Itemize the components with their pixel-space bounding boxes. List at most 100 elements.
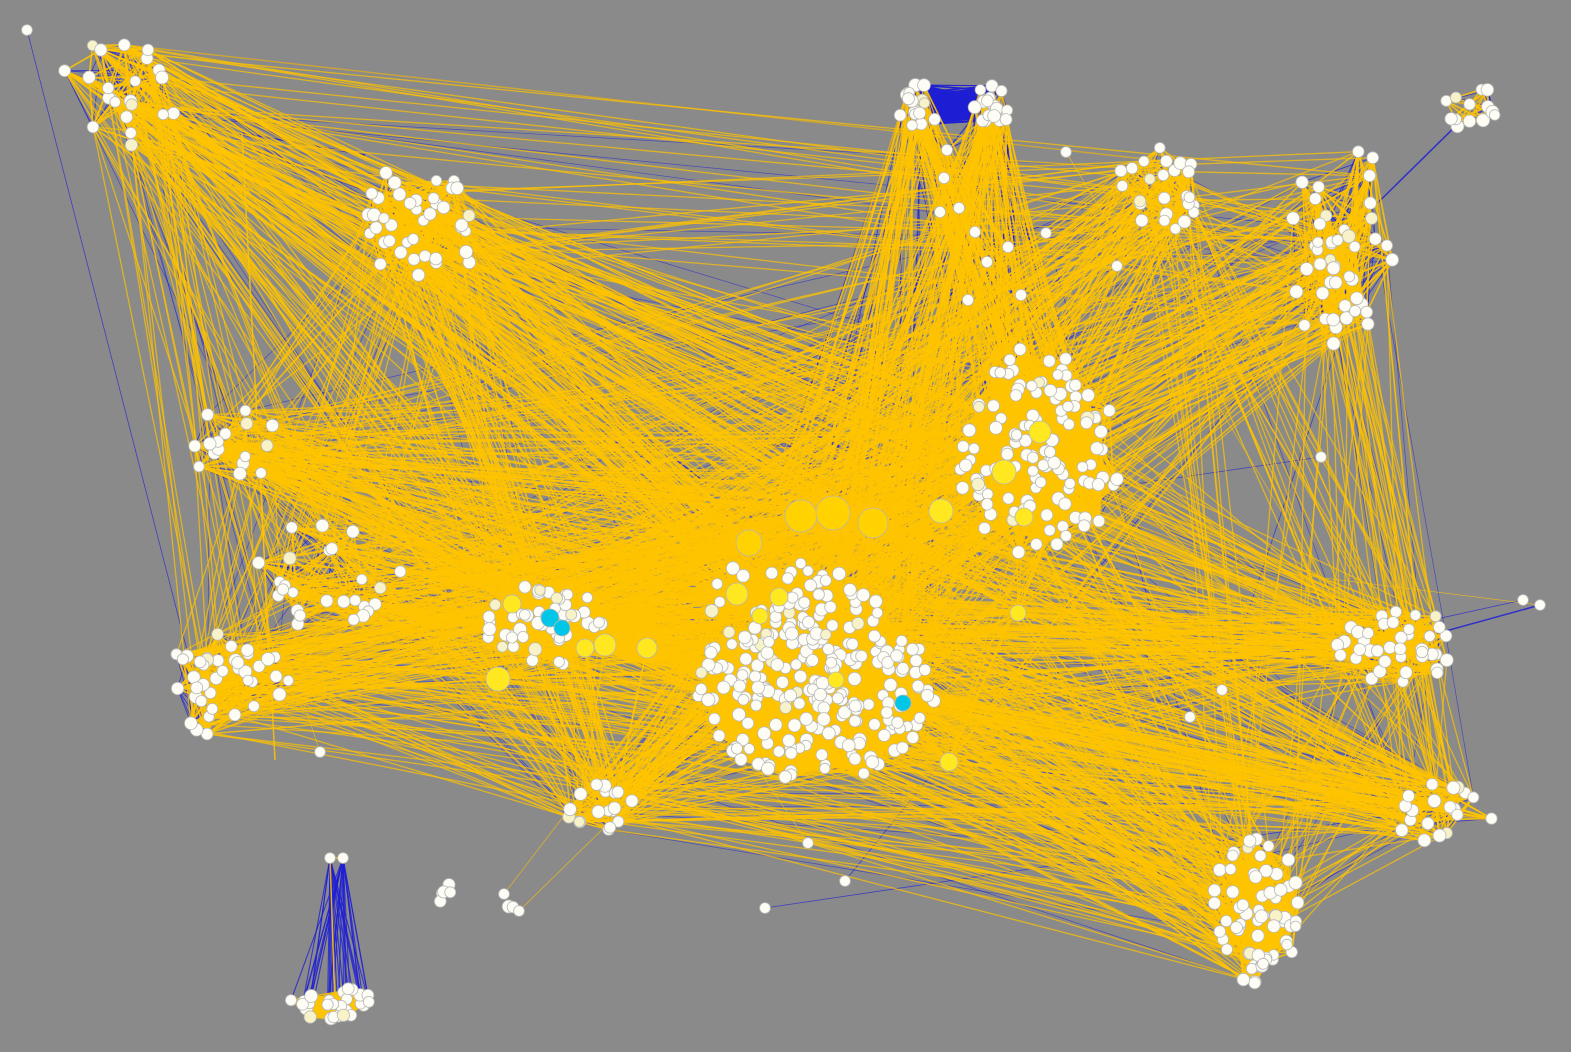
graph-node[interactable] bbox=[423, 207, 437, 221]
graph-node[interactable] bbox=[1157, 169, 1170, 182]
graph-node[interactable] bbox=[502, 594, 522, 614]
graph-node[interactable] bbox=[913, 106, 926, 120]
graph-node[interactable] bbox=[534, 584, 546, 596]
graph-node[interactable] bbox=[411, 268, 426, 282]
graph-node[interactable] bbox=[1421, 817, 1435, 831]
graph-node[interactable] bbox=[1011, 545, 1026, 559]
graph-node[interactable] bbox=[999, 113, 1013, 126]
graph-node[interactable] bbox=[365, 187, 378, 200]
graph-node[interactable] bbox=[928, 113, 941, 126]
graph-node[interactable] bbox=[260, 439, 274, 452]
graph-node[interactable] bbox=[1399, 665, 1413, 680]
graph-node[interactable] bbox=[1114, 164, 1128, 178]
graph-node[interactable] bbox=[1341, 229, 1356, 244]
graph-node[interactable] bbox=[1288, 875, 1303, 890]
graph-node[interactable] bbox=[995, 84, 1008, 97]
graph-node[interactable] bbox=[763, 635, 775, 648]
graph-node[interactable] bbox=[711, 578, 723, 590]
graph-node[interactable] bbox=[1009, 389, 1023, 402]
graph-node[interactable] bbox=[1439, 629, 1453, 643]
graph-node[interactable] bbox=[517, 631, 530, 644]
graph-node[interactable] bbox=[855, 649, 868, 663]
graph-node[interactable] bbox=[362, 996, 375, 1008]
graph-node[interactable] bbox=[1299, 262, 1314, 276]
graph-node[interactable] bbox=[865, 755, 880, 769]
graph-node[interactable] bbox=[240, 643, 255, 657]
graph-node[interactable] bbox=[272, 687, 287, 702]
graph-node[interactable] bbox=[939, 752, 959, 772]
graph-node[interactable] bbox=[157, 108, 169, 121]
graph-node[interactable] bbox=[793, 697, 806, 710]
graph-node[interactable] bbox=[955, 481, 970, 495]
graph-node[interactable] bbox=[603, 821, 617, 834]
graph-node[interactable] bbox=[1081, 388, 1095, 403]
graph-node[interactable] bbox=[1289, 284, 1304, 299]
graph-node[interactable] bbox=[1312, 180, 1325, 194]
graph-node[interactable] bbox=[211, 627, 224, 641]
graph-node[interactable] bbox=[565, 608, 578, 621]
graph-node[interactable] bbox=[911, 679, 925, 693]
graph-node[interactable] bbox=[260, 652, 275, 667]
graph-node[interactable] bbox=[325, 542, 339, 556]
graph-node[interactable] bbox=[1312, 236, 1324, 248]
graph-node[interactable] bbox=[590, 778, 603, 791]
graph-node[interactable] bbox=[1267, 919, 1281, 933]
graph-node[interactable] bbox=[981, 255, 994, 268]
graph-node[interactable] bbox=[883, 678, 898, 692]
graph-node[interactable] bbox=[225, 640, 238, 653]
graph-node[interactable] bbox=[1230, 921, 1243, 934]
graph-node[interactable] bbox=[1298, 319, 1311, 332]
graph-node[interactable] bbox=[228, 708, 242, 722]
graph-node[interactable] bbox=[1360, 305, 1373, 319]
graph-node[interactable] bbox=[553, 619, 571, 637]
graph-node[interactable] bbox=[770, 658, 784, 672]
graph-node[interactable] bbox=[1062, 400, 1074, 413]
graph-node[interactable] bbox=[188, 439, 202, 453]
graph-node[interactable] bbox=[826, 619, 839, 632]
graph-node[interactable] bbox=[513, 905, 525, 917]
graph-node[interactable] bbox=[1286, 211, 1300, 226]
graph-node[interactable] bbox=[1309, 192, 1322, 206]
graph-node[interactable] bbox=[505, 631, 518, 644]
graph-node[interactable] bbox=[1157, 191, 1171, 205]
graph-node[interactable] bbox=[1423, 630, 1436, 643]
graph-node[interactable] bbox=[734, 752, 748, 767]
graph-node[interactable] bbox=[324, 852, 336, 864]
graph-node[interactable] bbox=[82, 70, 96, 85]
graph-node[interactable] bbox=[202, 437, 217, 451]
graph-node[interactable] bbox=[1291, 895, 1305, 910]
graph-node[interactable] bbox=[857, 767, 870, 780]
graph-node[interactable] bbox=[736, 669, 749, 681]
graph-node[interactable] bbox=[1315, 451, 1327, 463]
graph-node[interactable] bbox=[242, 674, 254, 686]
graph-node[interactable] bbox=[716, 680, 731, 695]
graph-node[interactable] bbox=[284, 994, 297, 1007]
graph-node[interactable] bbox=[862, 698, 875, 711]
graph-node[interactable] bbox=[726, 638, 738, 650]
graph-node[interactable] bbox=[459, 244, 474, 259]
graph-node[interactable] bbox=[725, 582, 749, 606]
graph-node[interactable] bbox=[1248, 976, 1262, 990]
graph-node[interactable] bbox=[895, 635, 908, 648]
graph-node[interactable] bbox=[550, 592, 564, 605]
graph-node[interactable] bbox=[436, 200, 451, 215]
graph-node[interactable] bbox=[1315, 286, 1330, 301]
graph-node[interactable] bbox=[953, 201, 966, 214]
graph-node[interactable] bbox=[1013, 342, 1027, 356]
graph-node[interactable] bbox=[593, 616, 605, 629]
graph-node[interactable] bbox=[528, 642, 543, 657]
graph-node[interactable] bbox=[820, 628, 832, 641]
graph-node[interactable] bbox=[120, 110, 134, 124]
graph-node[interactable] bbox=[1069, 378, 1082, 392]
graph-node[interactable] bbox=[896, 741, 909, 754]
graph-node[interactable] bbox=[825, 656, 838, 669]
graph-node[interactable] bbox=[1058, 497, 1072, 511]
graph-node[interactable] bbox=[1060, 146, 1072, 158]
graph-node[interactable] bbox=[1080, 416, 1093, 430]
graph-node[interactable] bbox=[231, 656, 245, 670]
graph-node[interactable] bbox=[881, 656, 895, 669]
graph-node[interactable] bbox=[782, 733, 796, 748]
graph-node[interactable] bbox=[1363, 196, 1377, 210]
graph-node[interactable] bbox=[772, 745, 785, 758]
graph-node[interactable] bbox=[994, 366, 1007, 379]
